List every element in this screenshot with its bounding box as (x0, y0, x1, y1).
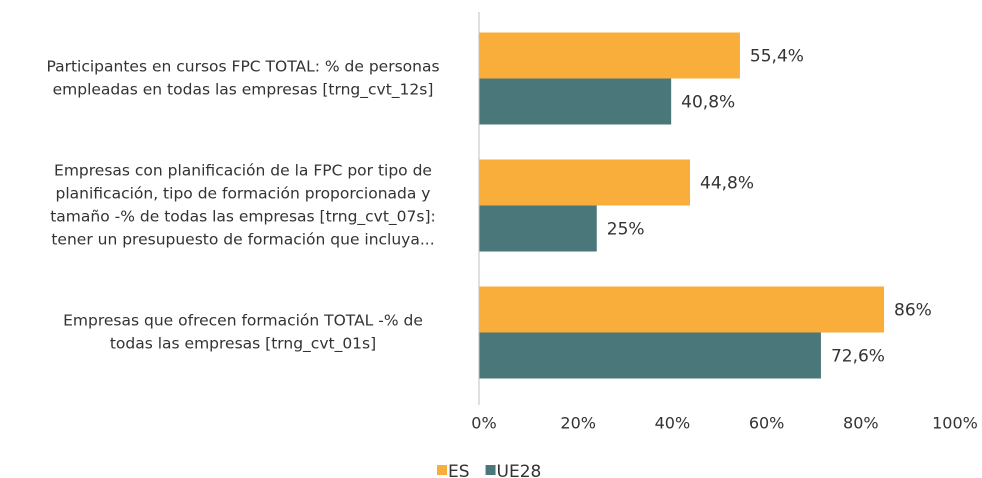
x-tick-label: 60% (749, 414, 785, 433)
value-label: 25% (607, 220, 645, 240)
legend-label: ES (448, 462, 470, 478)
category-label: Participantes en cursos FPC TOTAL: % de … (46, 58, 439, 76)
category-label: todas las empresas [trng_cvt_01s] (110, 335, 376, 354)
category-label: empleadas en todas las empresas [trng_cv… (53, 81, 434, 100)
value-label: 72,6% (831, 347, 885, 367)
category-label: tamaño -% de todas las empresas [trng_cv… (50, 208, 436, 227)
x-tick-label: 80% (843, 414, 879, 433)
value-label: 55,4% (750, 47, 804, 67)
x-tick-label: 0% (471, 414, 496, 433)
value-label: 44,8% (700, 174, 754, 194)
bar (479, 205, 597, 252)
value-label: 40,8% (681, 93, 735, 113)
bar (479, 78, 672, 125)
bar (479, 32, 740, 79)
category-label: planificación, tipo de formación proporc… (56, 185, 431, 203)
x-tick-label: 100% (932, 414, 978, 433)
legend-swatch (437, 465, 447, 475)
category-label: tener un presupuesto de formación que in… (51, 231, 434, 249)
legend-swatch (485, 465, 496, 475)
category-label: Empresas que ofrecen formación TOTAL -% … (63, 312, 423, 330)
category-label: Empresas con planificación de la FPC por… (54, 162, 432, 180)
bar (479, 159, 691, 206)
x-tick-label: 20% (560, 414, 596, 433)
legend-label: UE28 (497, 462, 542, 478)
bar (479, 332, 821, 379)
bar (479, 286, 885, 333)
x-tick-label: 40% (655, 414, 691, 433)
value-label: 86% (894, 301, 932, 321)
